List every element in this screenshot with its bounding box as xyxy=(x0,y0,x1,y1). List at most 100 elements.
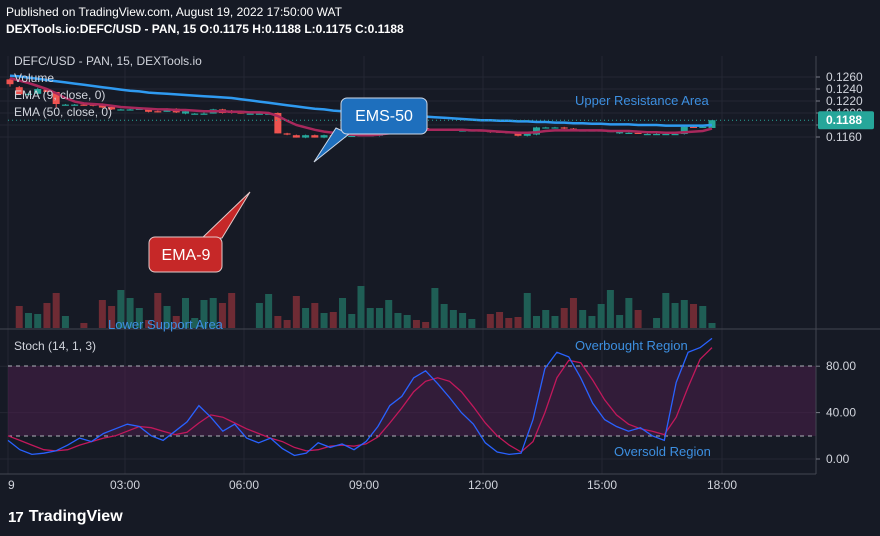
volume-bar xyxy=(98,300,106,328)
volume-bar xyxy=(375,308,383,328)
volume-bar xyxy=(459,313,467,328)
candle-body xyxy=(311,135,319,138)
candle-body xyxy=(255,113,263,115)
volume-bar xyxy=(653,318,661,328)
candle-body xyxy=(542,127,550,129)
volume-bar xyxy=(357,286,365,328)
candle-body xyxy=(34,89,42,94)
last-price-badge: 0.1188 xyxy=(818,111,874,130)
stoch-tick-label: 80.00 xyxy=(826,359,856,373)
time-tick-label: 9 xyxy=(8,478,15,492)
candle-body xyxy=(708,120,716,128)
time-tick-label: 09:00 xyxy=(349,478,379,492)
volume-bar xyxy=(200,300,208,328)
last-price-label: 0.1188 xyxy=(826,113,862,127)
volume-bar xyxy=(182,298,189,328)
volume-bar xyxy=(431,288,439,328)
candle-body xyxy=(117,109,125,111)
candle-body xyxy=(274,113,282,134)
lower-support-label: Lower Support Area xyxy=(108,317,224,332)
tradingview-brand: TradingView xyxy=(28,508,123,525)
published-info: Published on TradingView.com, August 19,… xyxy=(6,5,342,19)
volume-bar xyxy=(43,303,51,328)
volume-bar xyxy=(690,304,698,328)
price-tick-label: 0.1160 xyxy=(826,130,862,144)
candle-body xyxy=(61,104,69,106)
symbol-ohlc-line: DEXTools.io:DEFC/USD - PAN, 15 O:0.1175 … xyxy=(6,22,404,36)
candle-body xyxy=(246,113,254,115)
volume-bar xyxy=(108,306,116,328)
volume-bar xyxy=(274,316,282,328)
volume-bar xyxy=(533,316,540,328)
candle-body xyxy=(560,127,568,129)
time-tick-label: 03:00 xyxy=(110,478,140,492)
candle-body xyxy=(15,87,23,95)
candle-body xyxy=(699,126,707,128)
volume-bar xyxy=(385,300,393,328)
candle-body xyxy=(690,126,698,128)
candle-body xyxy=(348,135,356,137)
volume-bar xyxy=(218,303,226,328)
volume-bar xyxy=(191,318,199,328)
stoch-axis[interactable]: 80.00 40.00 0.00 xyxy=(816,359,856,466)
candle-body xyxy=(643,134,651,136)
volume-bar xyxy=(708,323,716,328)
legend-ema50: EMA (50, close, 0) xyxy=(14,105,112,119)
volume-bar xyxy=(514,317,522,328)
time-tick-label: 12:00 xyxy=(468,478,498,492)
volume-bar xyxy=(228,293,236,328)
candle-body xyxy=(154,111,162,113)
candle-body xyxy=(126,109,134,111)
tradingview-footer[interactable]: 17 TradingView xyxy=(8,508,123,526)
volume-bar xyxy=(560,308,568,328)
volume-bar xyxy=(255,303,263,328)
volume-bar xyxy=(209,298,217,328)
oversold-label: Oversold Region xyxy=(614,444,711,459)
overbought-label: Overbought Region xyxy=(575,338,688,353)
time-tick-label: 06:00 xyxy=(229,478,259,492)
candle-body xyxy=(108,107,116,110)
volume-bar xyxy=(505,318,513,328)
candle-body xyxy=(551,127,559,129)
volume-bar xyxy=(311,303,319,328)
volume-bar xyxy=(52,293,60,328)
volume-bar xyxy=(569,298,577,328)
candle-body xyxy=(200,113,208,115)
volume-bar xyxy=(468,319,476,328)
price-tick-label: 0.1240 xyxy=(826,82,863,96)
volume-bar xyxy=(80,323,88,328)
volume-bar xyxy=(634,310,642,328)
legend-stoch: Stoch (14, 1, 3) xyxy=(14,339,96,353)
candle-body xyxy=(145,109,153,112)
volume-bar xyxy=(172,316,180,328)
volume-bar xyxy=(699,306,707,328)
volume-bar xyxy=(588,316,596,328)
volume-bar xyxy=(366,308,374,328)
time-tick-label: 18:00 xyxy=(707,478,737,492)
candle-body xyxy=(43,89,51,92)
candle-body xyxy=(52,92,60,104)
volume-bar xyxy=(551,316,559,328)
candle-body xyxy=(302,135,310,138)
volume-bar xyxy=(61,316,69,328)
legend-ema9: EMA (9, close, 0) xyxy=(14,88,105,102)
volume-bar xyxy=(579,310,587,328)
volume-bar xyxy=(662,293,670,328)
volume-bar xyxy=(394,313,402,328)
volume-bar xyxy=(597,304,605,328)
stoch-tick-label: 40.00 xyxy=(826,406,856,420)
candle-body xyxy=(24,93,32,95)
candle-body xyxy=(191,113,199,115)
volume-bar xyxy=(422,322,430,328)
volume-bar xyxy=(15,306,23,328)
ema9-line xyxy=(9,76,713,137)
candle-body xyxy=(320,135,328,138)
legend-title: DEFC/USD - PAN, 15, DEXTools.io xyxy=(14,54,202,68)
ems50-callout: EMS-50 xyxy=(313,97,428,163)
time-axis[interactable]: 9 03:00 06:00 09:00 12:00 15:00 18:00 xyxy=(8,478,737,492)
volume-bar xyxy=(145,320,153,328)
volume-bar xyxy=(265,294,273,328)
price-tick-label: 0.1260 xyxy=(826,70,863,84)
